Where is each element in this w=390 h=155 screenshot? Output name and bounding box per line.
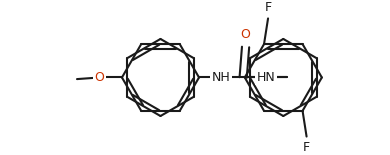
Text: O: O: [241, 28, 250, 41]
Text: O: O: [94, 71, 105, 84]
Text: F: F: [303, 141, 310, 154]
Text: NH: NH: [212, 71, 230, 84]
Text: F: F: [264, 1, 271, 14]
Text: HN: HN: [257, 71, 275, 84]
